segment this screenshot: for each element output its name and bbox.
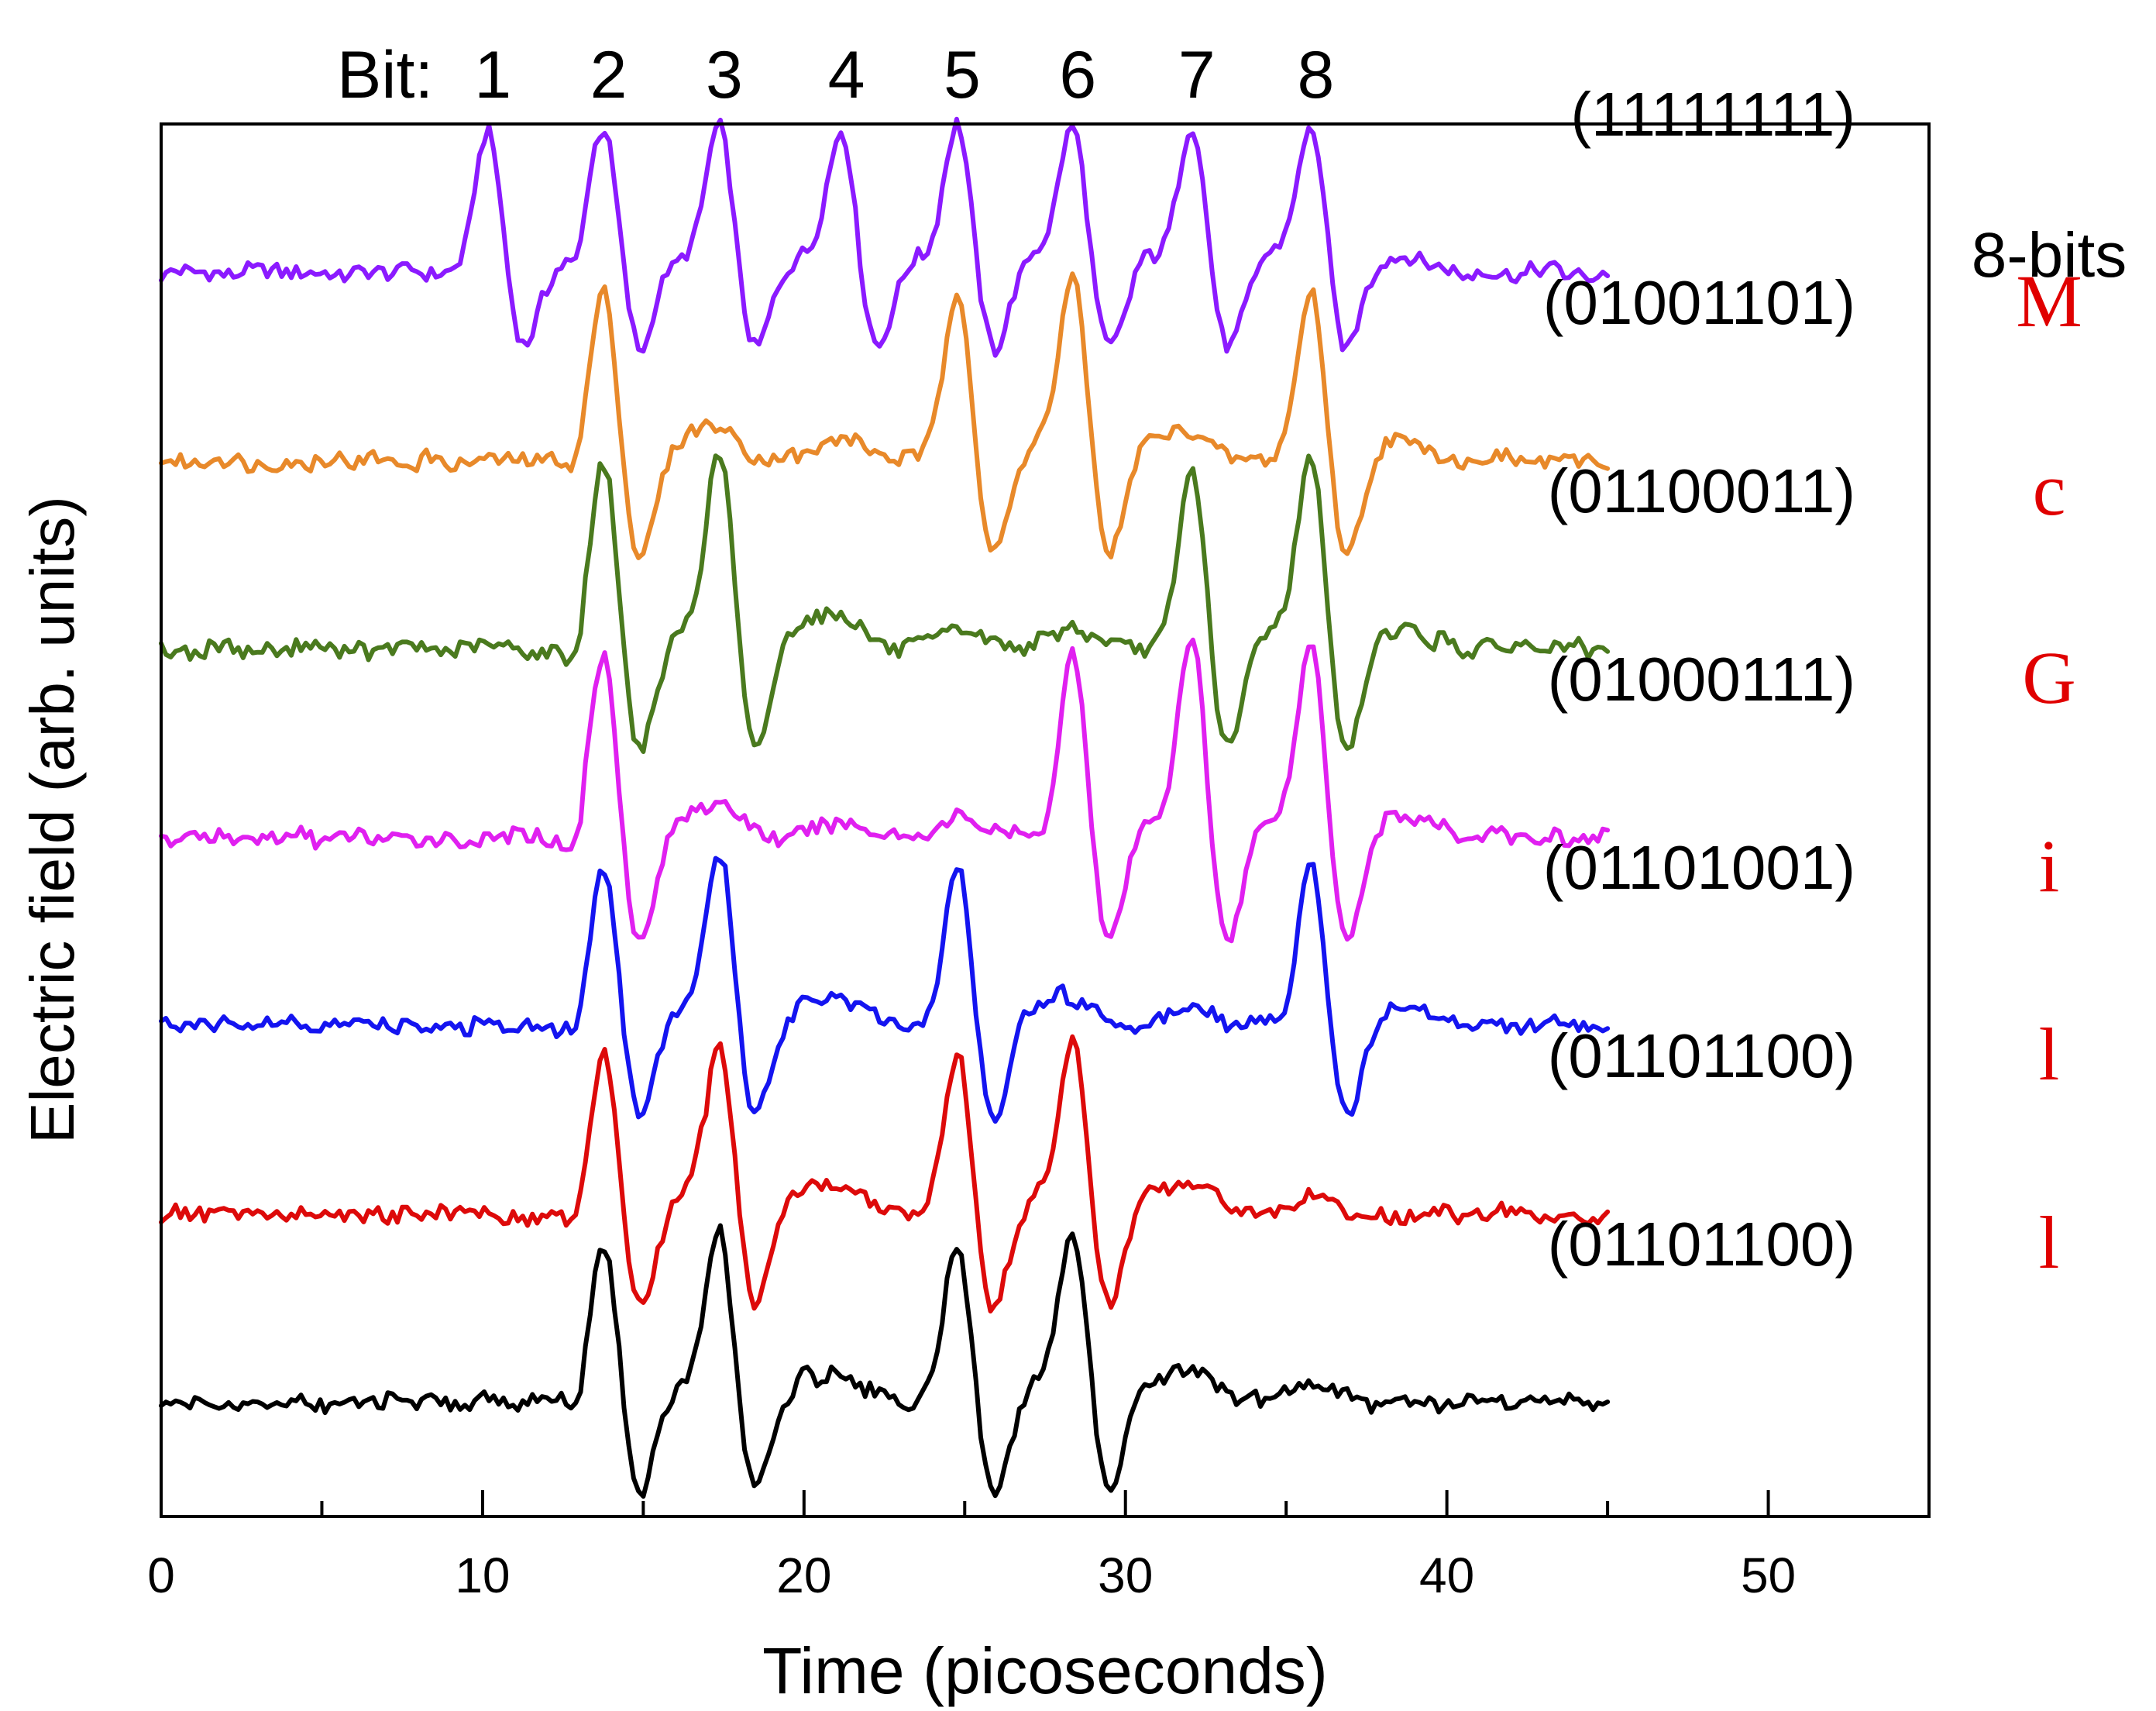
x-tick-label: 50	[1741, 1547, 1796, 1603]
column-header: 8-bits	[1972, 220, 2127, 291]
waveform-line	[159, 116, 1611, 358]
binary-code-label: (01101001)	[1543, 833, 1855, 902]
x-tick-label: 0	[147, 1547, 175, 1603]
plot-frame	[160, 122, 1931, 1518]
y-axis-label: Electric field (arb. units)	[18, 496, 87, 1144]
binary-code-label: (01100011)	[1548, 456, 1855, 525]
binary-code-label: (01101100)	[1548, 1210, 1855, 1279]
x-tick-label: 10	[455, 1547, 510, 1603]
binary-code-label: (01001101)	[1543, 268, 1855, 337]
character-label: i	[2039, 825, 2060, 907]
bit-number-label: 4	[828, 38, 865, 112]
character-label: l	[2039, 1201, 2060, 1284]
x-tick-label: 20	[776, 1547, 831, 1603]
bit-number-label: 3	[706, 38, 743, 112]
waveform-line	[159, 637, 1611, 944]
bit-number-label: 7	[1178, 38, 1216, 112]
bit-number-label: 5	[944, 38, 981, 112]
bit-number-label: 8	[1297, 38, 1334, 112]
x-axis-label: Time (picoseconds)	[762, 1634, 1328, 1707]
waveform-line	[159, 453, 1611, 754]
waveform-line	[159, 1034, 1611, 1313]
character-label: M	[2016, 260, 2082, 343]
bit-number-label: 1	[474, 38, 511, 112]
waveform-line	[159, 856, 1611, 1124]
character-label: c	[2033, 448, 2066, 531]
bit-number-label: 6	[1059, 38, 1096, 112]
bit-label: Bit:	[337, 38, 433, 112]
x-tick-label: 40	[1419, 1547, 1474, 1603]
character-label: l	[2039, 1013, 2060, 1096]
waveform-line	[159, 271, 1611, 560]
binary-code-label: (01101100)	[1548, 1021, 1855, 1090]
character-label: G	[2022, 636, 2075, 719]
waveform-line	[159, 1223, 1611, 1499]
x-tick-label: 30	[1098, 1547, 1153, 1603]
bit-number-label: 2	[590, 38, 628, 112]
binary-code-label: (11111111)	[1570, 80, 1855, 149]
binary-code-label: (01000111)	[1548, 645, 1855, 714]
